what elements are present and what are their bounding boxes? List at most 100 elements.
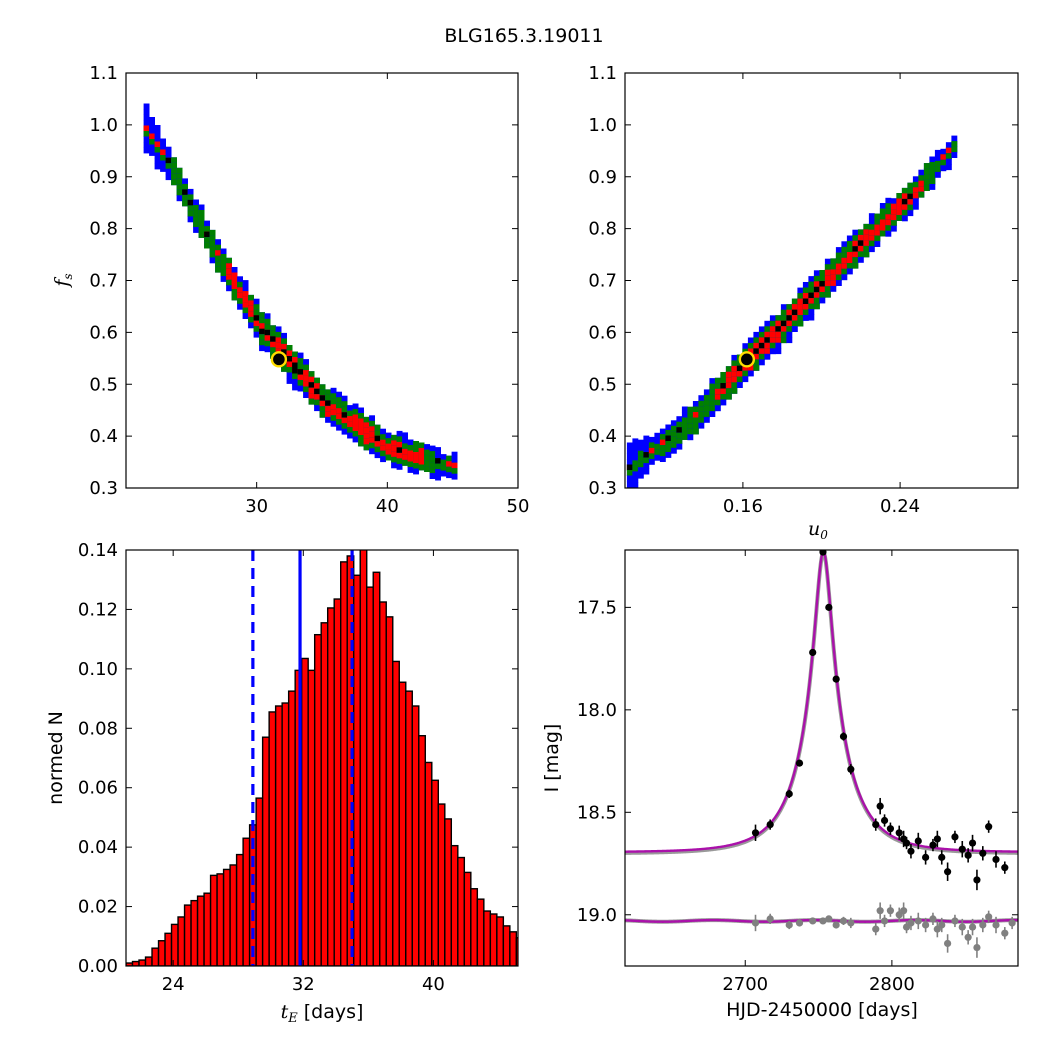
- contour-cell-level1: [720, 399, 727, 406]
- contour-cell-level2: [824, 264, 831, 271]
- contour-cell-level3: [308, 393, 315, 400]
- contour-cell-level4: [720, 383, 727, 389]
- contour-cell-level2: [418, 464, 425, 471]
- contour-cell-level2: [204, 226, 210, 232]
- contour-cell-level3: [402, 454, 408, 461]
- contour-cell-level1: [336, 391, 342, 398]
- contour-cell-level1: [264, 346, 271, 353]
- contour-cell-level1: [643, 463, 650, 469]
- contour-cell-level2: [742, 370, 749, 377]
- x-axis-label-tE-subscript: E: [287, 1011, 298, 1026]
- contour-cell-level3: [791, 315, 798, 321]
- contour-cell-level1: [879, 203, 886, 209]
- contour-cell-level1: [440, 470, 447, 477]
- contour-cell-level2: [665, 446, 672, 453]
- contour-cell-level2: [797, 315, 804, 321]
- contour-cell-level3: [363, 438, 370, 445]
- contour-cell-level1: [681, 412, 688, 418]
- y-tick-label: 0.04: [78, 837, 118, 858]
- histogram-bar: [157, 940, 166, 966]
- contour-cell-level1: [347, 432, 353, 439]
- contour-cell-level2: [709, 394, 716, 401]
- contour-cell-level1: [846, 268, 853, 275]
- contour-cell-level1: [632, 476, 639, 483]
- contour-cell-level2: [429, 462, 436, 468]
- residual-data-point: [795, 919, 804, 927]
- contour-cell-level2: [171, 173, 177, 180]
- contour-cell-level2: [907, 182, 914, 189]
- contour-cell-level2: [714, 383, 721, 390]
- heatmap-fs-u0: [626, 135, 958, 488]
- contour-cell-level2: [275, 331, 282, 338]
- contour-cell-level1: [341, 395, 348, 402]
- contour-cell-level3: [248, 305, 254, 312]
- contour-cell-level3: [824, 275, 831, 282]
- data-point: [944, 868, 952, 876]
- contour-cell-level2: [736, 376, 743, 383]
- contour-cell-level1: [808, 309, 815, 315]
- contour-cell-level1: [852, 229, 859, 236]
- contour-cell-level2: [951, 146, 958, 153]
- contour-cell-level1: [165, 174, 172, 181]
- contour-cell-level1: [626, 486, 633, 488]
- contour-cell-level2: [731, 387, 738, 394]
- contour-cell-level2: [819, 270, 826, 276]
- contour-cell-level1: [868, 218, 875, 225]
- contour-cell-level4: [808, 292, 815, 299]
- contour-cell-level2: [374, 446, 381, 453]
- contour-cell-level1: [154, 130, 161, 137]
- contour-cell-level1: [901, 215, 908, 222]
- contour-cell-level3: [451, 462, 458, 469]
- histogram-bar: [313, 633, 322, 966]
- contour-cell-level3: [830, 274, 837, 281]
- x-tick-label: 40: [422, 974, 445, 995]
- contour-cell-level2: [687, 412, 694, 419]
- contour-cell-level3: [736, 371, 743, 377]
- contour-cell-level2: [193, 210, 199, 217]
- histogram-bar: [496, 916, 505, 966]
- contour-cell-level2: [929, 178, 936, 185]
- contour-cell-level3: [769, 337, 776, 344]
- contour-cell-level3: [918, 186, 925, 193]
- contour-cell-level1: [286, 378, 293, 384]
- contour-cell-level2: [231, 294, 238, 301]
- contour-cell-level4: [297, 369, 304, 375]
- contour-cell-level2: [852, 257, 859, 264]
- contour-cell-level3: [846, 252, 853, 258]
- contour-cell-level1: [775, 348, 782, 355]
- x-tick-label: 2800: [869, 974, 915, 995]
- contour-cell-level1: [747, 337, 754, 344]
- y-tick-label: 1.1: [588, 63, 617, 84]
- residual-data-point: [847, 919, 855, 927]
- contour-cell-level2: [259, 312, 265, 319]
- histogram-bar: [418, 735, 426, 966]
- contour-cell-level2: [725, 393, 732, 400]
- data-point: [886, 825, 895, 833]
- contour-cell-level2: [160, 155, 166, 161]
- data-point: [985, 823, 993, 831]
- contour-cell-level2: [670, 442, 677, 449]
- contour-cell-level2: [775, 315, 782, 322]
- contour-cell-level2: [259, 339, 265, 346]
- contour-cell-level2: [863, 251, 870, 258]
- contour-cell-level2: [198, 232, 205, 238]
- histogram-bar: [138, 959, 147, 966]
- contour-cell-level2: [336, 397, 342, 404]
- contour-cell-level2: [292, 351, 298, 358]
- contour-cell-level2: [215, 255, 221, 262]
- contour-cell-level2: [725, 388, 732, 395]
- contour-cell-level3: [413, 452, 419, 458]
- contour-cell-level3: [659, 439, 666, 446]
- contour-cell-level1: [643, 468, 650, 475]
- contour-cell-level2: [413, 446, 419, 453]
- contour-cell-level1: [659, 456, 666, 462]
- contour-cell-level1: [264, 313, 271, 320]
- histogram-bar: [372, 571, 381, 966]
- contour-cell-level2: [352, 409, 359, 415]
- contour-cell-level1: [797, 287, 804, 294]
- contour-cell-level4: [665, 435, 672, 442]
- contour-cell-level1: [830, 285, 837, 292]
- contour-cell-level1: [182, 178, 188, 185]
- contour-cell-level2: [879, 214, 886, 220]
